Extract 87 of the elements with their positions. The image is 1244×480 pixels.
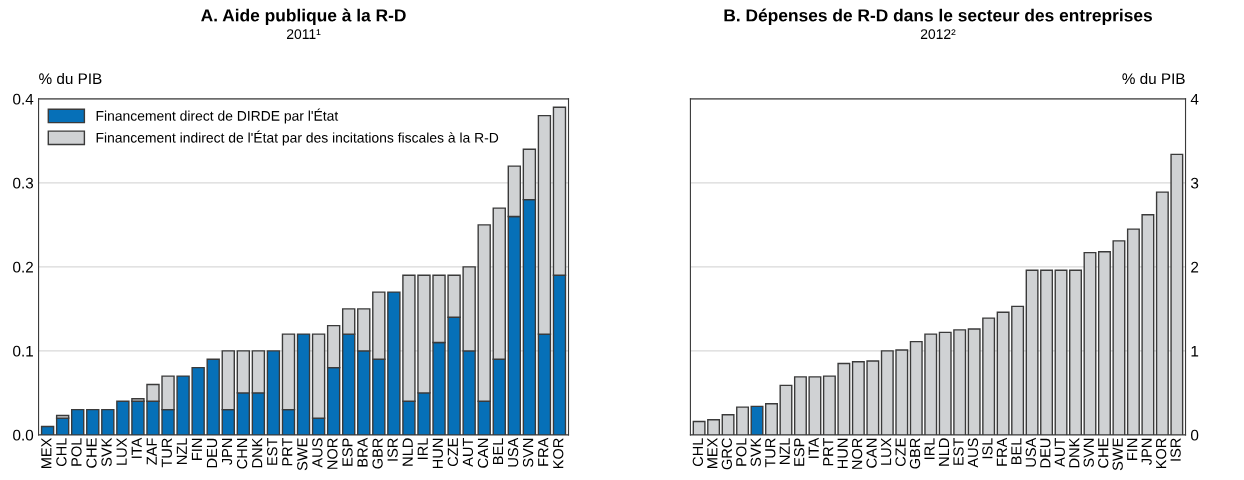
x-tick-label: AUT <box>462 437 474 467</box>
x-tick-label: SVK <box>750 437 761 467</box>
x-tick-label: MEX <box>41 437 52 469</box>
x-tick-label: BEL <box>1011 438 1022 465</box>
legend-label: Financement indirect de l'État par des incitations fiscales à la R-D <box>96 130 499 146</box>
chart-subtitle: 2011¹ <box>286 29 321 40</box>
x-tick-label: POL <box>736 438 747 466</box>
x-tick-label: ESP <box>342 438 353 466</box>
x-tick-label: GBR <box>909 438 921 469</box>
y-tick-label: 3 <box>1190 177 1199 189</box>
x-tick-label: DEU <box>1040 438 1051 468</box>
x-tick-label: NZL <box>779 438 790 465</box>
x-tick-label: AUT <box>1054 437 1065 467</box>
x-tick-label: CHL <box>692 438 704 467</box>
x-tick-label: BRA <box>357 437 368 467</box>
x-tick-label: AUS <box>312 438 323 468</box>
x-tick-label: FIN <box>1127 438 1138 460</box>
x-tick-label: CZE <box>895 438 906 467</box>
x-tick-label: DNK <box>252 437 263 468</box>
x-tick-label: USA <box>1025 437 1036 467</box>
x-tick-label: KOR <box>553 438 564 469</box>
y-axis-title: % du PIB <box>39 72 102 85</box>
x-tick-label: ISR <box>387 438 398 461</box>
x-tick-label: GBR <box>372 438 383 469</box>
x-tick-label: FIN <box>191 438 202 460</box>
y-tick-label: 2 <box>1191 261 1199 273</box>
x-tick-label: SVN <box>1083 438 1094 467</box>
x-tick-label: IRL <box>924 438 935 459</box>
x-tick-label: PRT <box>282 437 293 466</box>
y-tick-label: 4 <box>1190 93 1199 105</box>
x-tick-label: GRC <box>721 438 732 470</box>
y-axis-title: % du PIB <box>1122 72 1185 85</box>
x-tick-label: JPN <box>1141 438 1152 465</box>
x-tick-label: ISL <box>982 438 993 459</box>
x-tick-label: POL <box>71 438 82 466</box>
x-tick-label: BEL <box>492 438 504 465</box>
x-tick-label: AUS <box>967 438 979 468</box>
chart-subtitle: 2012² <box>920 29 956 40</box>
x-tick-label: ITA <box>808 437 819 458</box>
x-tick-label: ISR <box>1170 438 1181 461</box>
y-tick-label: 0 <box>1190 429 1199 441</box>
x-tick-label: TUR <box>765 438 776 468</box>
x-tick-label: NLD <box>402 438 413 466</box>
x-tick-label: MEX <box>707 437 718 469</box>
x-tick-label: FRA <box>996 437 1007 466</box>
y-tick-label: 0.4 <box>13 93 34 105</box>
x-tick-label: NOR <box>327 438 338 469</box>
x-tick-label: ITA <box>131 437 142 458</box>
y-tick-label: 0.0 <box>13 429 34 441</box>
x-tick-label: CAN <box>866 438 877 468</box>
x-tick-label: CZE <box>447 438 458 467</box>
legend-label: Financement direct de DIRDE par l'État <box>96 108 339 124</box>
y-tick-label: 0.3 <box>13 177 34 189</box>
x-tick-label: EST <box>267 437 278 465</box>
x-tick-label: IRL <box>417 438 428 459</box>
x-tick-label: TUR <box>161 438 172 468</box>
y-tick-label: 0.2 <box>13 261 33 273</box>
x-tick-label: ESP <box>794 438 805 466</box>
x-tick-label: DNK <box>1069 437 1080 468</box>
chart-title: A. Aide publique à la R-D <box>201 8 406 25</box>
x-tick-label: USA <box>507 437 519 467</box>
x-tick-label: NZL <box>176 438 187 465</box>
x-tick-label: DEU <box>206 438 218 468</box>
x-tick-label: SWE <box>297 438 308 471</box>
x-tick-label: CHE <box>86 438 97 468</box>
x-tick-label: CHN <box>236 438 248 469</box>
x-tick-label: NOR <box>851 438 863 469</box>
x-tick-label: SWE <box>1112 438 1123 471</box>
x-tick-label: SVK <box>101 437 112 467</box>
x-tick-label: CHL <box>56 438 67 467</box>
y-tick-label: 1 <box>1191 345 1199 357</box>
x-tick-label: LUX <box>116 437 127 465</box>
x-tick-label: FRA <box>538 437 549 466</box>
x-tick-label: NLD <box>938 438 949 466</box>
x-tick-label: PRT <box>823 437 834 466</box>
chart-title: B. Dépenses de R-D dans le secteur des entreprises <box>724 8 1152 25</box>
x-tick-label: LUX <box>881 437 892 465</box>
x-tick-label: EST <box>953 437 964 465</box>
y-tick-label: 0.1 <box>13 345 33 357</box>
x-tick-label: CHE <box>1098 438 1109 468</box>
x-tick-label: KOR <box>1155 438 1167 469</box>
x-tick-label: SVN <box>522 438 534 467</box>
x-tick-label: JPN <box>222 438 233 465</box>
x-tick-label: CAN <box>477 438 489 468</box>
x-tick-label: HUN <box>432 438 443 469</box>
x-tick-label: HUN <box>837 438 848 469</box>
x-tick-label: ZAF <box>146 438 157 465</box>
